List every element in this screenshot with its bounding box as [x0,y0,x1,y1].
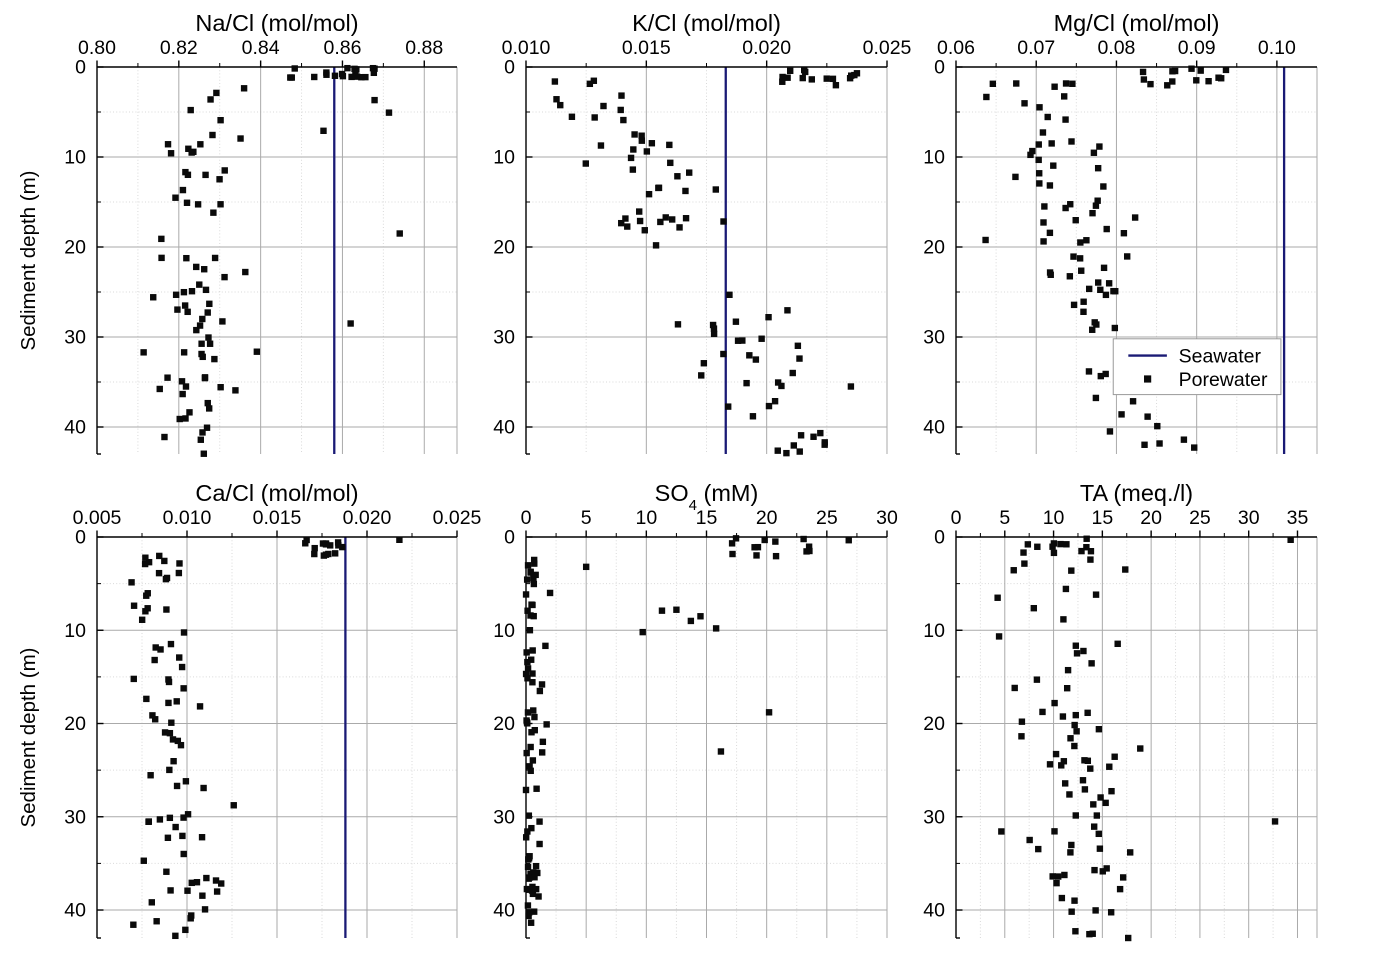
svg-text:0.015: 0.015 [253,507,302,529]
svg-text:Seawater: Seawater [1179,346,1262,368]
svg-text:20: 20 [64,237,86,259]
svg-text:0.025: 0.025 [433,507,482,529]
svg-text:30: 30 [923,806,945,828]
svg-text:5: 5 [581,507,592,529]
svg-text:0.020: 0.020 [343,507,392,529]
svg-text:30: 30 [1238,507,1260,529]
svg-text:30: 30 [64,327,86,349]
svg-text:40: 40 [493,417,515,439]
svg-text:40: 40 [64,417,86,439]
svg-text:25: 25 [816,507,838,529]
svg-text:40: 40 [493,900,515,922]
svg-text:0: 0 [934,57,945,79]
svg-text:10: 10 [493,147,515,169]
svg-text:0.020: 0.020 [742,37,791,59]
svg-text:30: 30 [493,806,515,828]
svg-text:0.10: 0.10 [1258,37,1296,59]
svg-text:TA (meq./l): TA (meq./l) [1080,480,1193,506]
svg-text:0: 0 [951,507,962,529]
svg-text:0: 0 [934,527,945,549]
svg-text:Porewater: Porewater [1179,369,1268,391]
svg-text:30: 30 [493,327,515,349]
svg-text:30: 30 [64,806,86,828]
svg-text:35: 35 [1287,507,1309,529]
svg-text:10: 10 [493,620,515,642]
svg-text:30: 30 [876,507,898,529]
svg-text:K/Cl (mol/mol): K/Cl (mol/mol) [632,10,781,36]
svg-text:5: 5 [999,507,1010,529]
svg-text:0.84: 0.84 [242,37,280,59]
svg-text:25: 25 [1189,507,1211,529]
svg-text:Sediment depth (m): Sediment depth (m) [17,647,40,827]
svg-text:20: 20 [923,237,945,259]
svg-text:15: 15 [1091,507,1113,529]
svg-text:0.82: 0.82 [160,37,198,59]
svg-text:0.08: 0.08 [1097,37,1135,59]
svg-text:40: 40 [64,900,86,922]
svg-text:0.86: 0.86 [323,37,361,59]
svg-text:15: 15 [696,507,718,529]
svg-text:20: 20 [493,237,515,259]
svg-text:0.88: 0.88 [405,37,443,59]
svg-text:0: 0 [504,527,515,549]
svg-text:0: 0 [521,507,532,529]
svg-text:10: 10 [923,620,945,642]
svg-text:Sediment depth (m): Sediment depth (m) [17,170,40,350]
svg-text:20: 20 [493,713,515,735]
svg-text:10: 10 [64,147,86,169]
svg-text:20: 20 [756,507,778,529]
svg-text:0: 0 [504,57,515,79]
svg-text:10: 10 [923,147,945,169]
svg-text:0.015: 0.015 [622,37,671,59]
svg-text:30: 30 [923,327,945,349]
svg-text:20: 20 [923,713,945,735]
svg-text:0.07: 0.07 [1017,37,1055,59]
svg-text:0.09: 0.09 [1178,37,1216,59]
svg-text:40: 40 [923,900,945,922]
svg-text:0.025: 0.025 [863,37,912,59]
svg-text:40: 40 [923,417,945,439]
svg-text:10: 10 [64,620,86,642]
svg-text:Na/Cl (mol/mol): Na/Cl (mol/mol) [195,10,358,36]
svg-text:Ca/Cl (mol/mol): Ca/Cl (mol/mol) [195,480,358,506]
svg-text:0: 0 [75,527,86,549]
svg-text:20: 20 [1140,507,1162,529]
svg-text:0: 0 [75,57,86,79]
svg-text:20: 20 [64,713,86,735]
svg-text:10: 10 [1043,507,1065,529]
svg-text:Mg/Cl (mol/mol): Mg/Cl (mol/mol) [1054,10,1220,36]
svg-text:10: 10 [635,507,657,529]
svg-text:0.010: 0.010 [163,507,212,529]
